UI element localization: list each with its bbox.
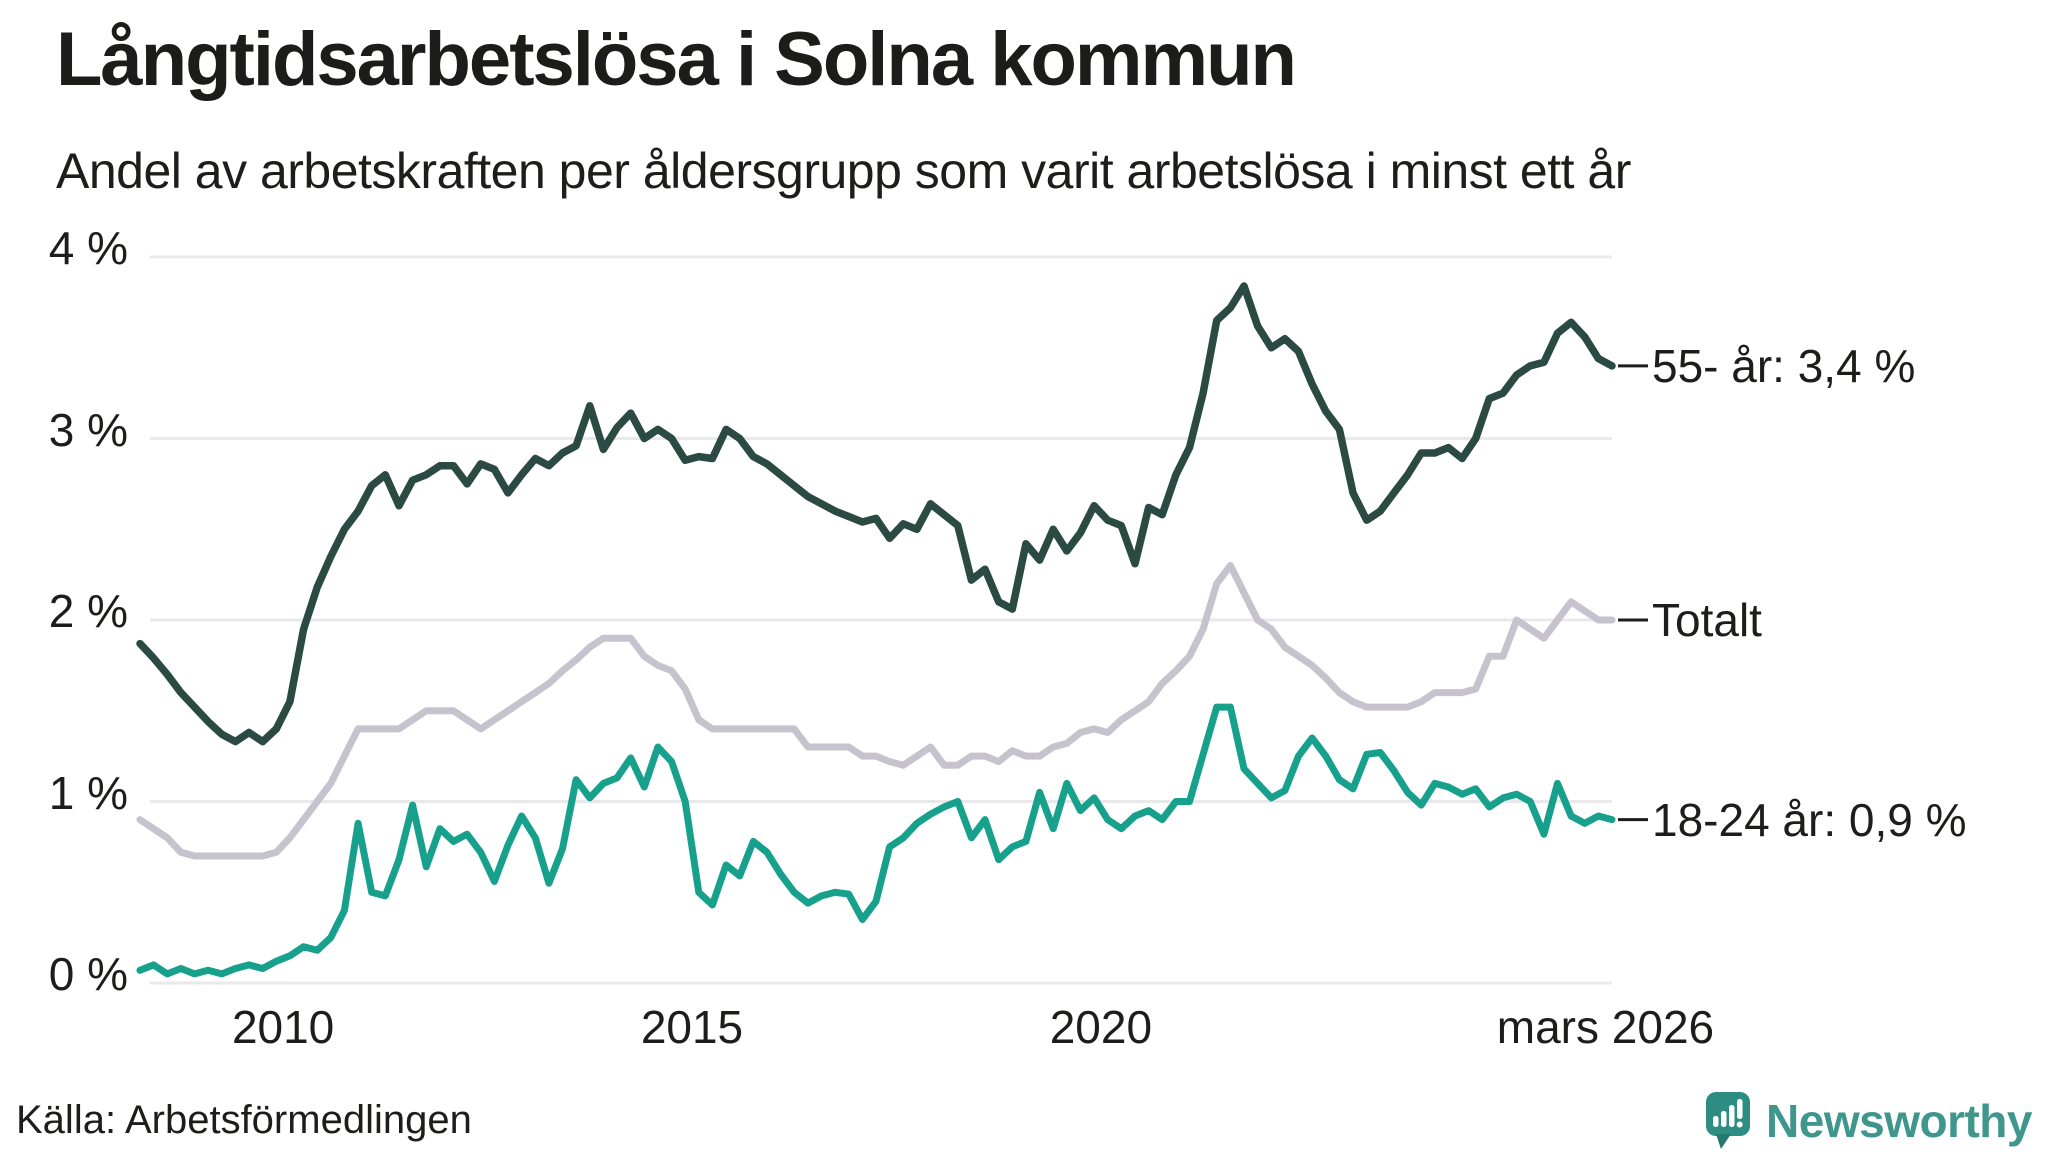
y-tick-label: 2 % (48, 585, 128, 637)
y-tick-label: 0 % (48, 948, 128, 1000)
chart-title: Långtidsarbetslösa i Solna kommun (56, 17, 1297, 102)
newsworthy-icon (1706, 1092, 1751, 1149)
series-end-label-18-24: 18-24 år: 0,9 % (1652, 793, 1967, 846)
y-tick-label: 1 % (48, 766, 128, 819)
y-tick-label: 3 % (48, 403, 128, 456)
x-tick-label: mars 2026 (1496, 1001, 1715, 1053)
series-end-label-totalt: Totalt (1652, 594, 1762, 646)
x-tick-label: 2020 (1049, 1001, 1153, 1053)
x-tick-label: 2015 (640, 1001, 744, 1053)
chart-subtitle: Andel av arbetskraften per åldersgrupp s… (56, 143, 1631, 199)
y-tick-label: 4 % (48, 222, 128, 274)
source-note: Källa: Arbetsförmedlingen (16, 1098, 472, 1142)
x-tick-label: 2010 (231, 1001, 335, 1053)
newsworthy-wordmark: Newsworthy (1766, 1095, 2032, 1147)
newsworthy-logo: Newsworthy (1706, 1092, 2032, 1150)
series-line-totalt (136, 562, 1616, 860)
series-end-label-55: 55- år: 3,4 % (1652, 339, 1916, 392)
series-line-55 (136, 282, 1616, 746)
series-line-18-24 (136, 703, 1616, 978)
